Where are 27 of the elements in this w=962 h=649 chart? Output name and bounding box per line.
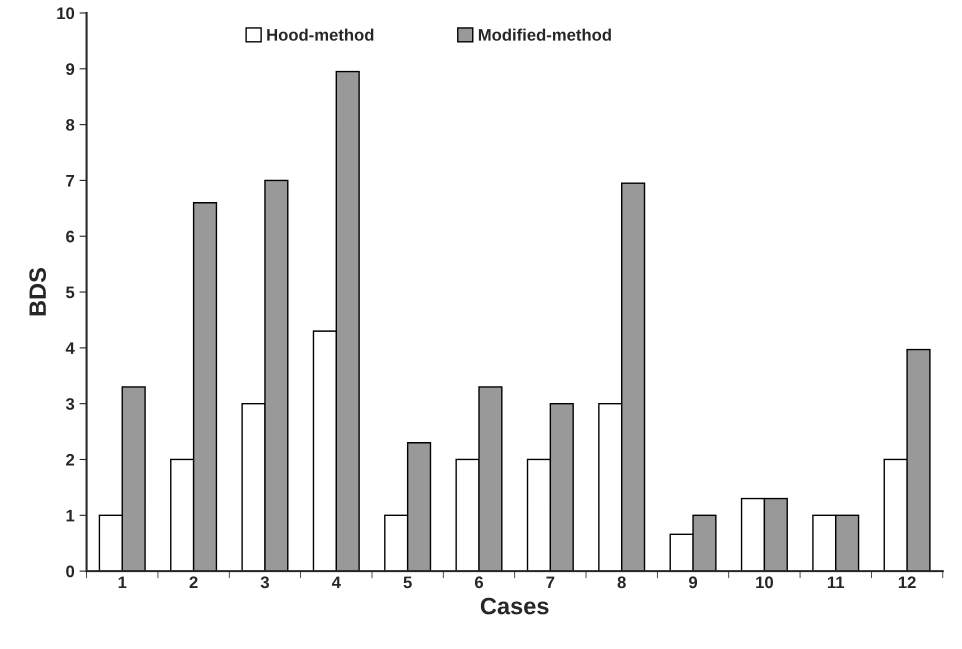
x-tick-label: 1 <box>118 576 126 588</box>
y-tick-label: 5 <box>66 286 74 298</box>
x-tick-label: 5 <box>404 576 412 588</box>
y-tick-label: 4 <box>66 342 75 354</box>
y-tick-label: 9 <box>66 63 74 75</box>
legend-label: Modified-method <box>478 28 611 41</box>
y-tick-label: 7 <box>66 174 74 186</box>
x-tick-label: 10 <box>756 576 773 588</box>
x-tick-label: 12 <box>898 576 916 588</box>
x-tick-label: 6 <box>474 576 484 588</box>
y-tick-label: 2 <box>66 454 74 466</box>
x-tick-label: 9 <box>688 576 698 588</box>
x-tick-label: 4 <box>332 576 341 588</box>
x-tick-label: 2 <box>190 576 198 588</box>
x-tick-label: 8 <box>618 576 626 588</box>
x-tick-label: 11 <box>828 576 844 588</box>
legend-label: Hood-method <box>267 28 374 41</box>
x-tick-label: 7 <box>546 576 554 588</box>
x-tick-label: 3 <box>260 576 269 588</box>
y-tick-label: 0 <box>66 566 74 578</box>
y-tick-label: 1 <box>66 510 74 522</box>
y-tick-label: 3 <box>66 398 74 410</box>
x-axis-title: Cases <box>480 598 548 614</box>
y-tick-label: 8 <box>66 119 74 131</box>
y-tick-label: 10 <box>57 7 74 20</box>
y-tick-label: 6 <box>66 230 74 242</box>
y-axis-title: BDS <box>29 268 46 316</box>
